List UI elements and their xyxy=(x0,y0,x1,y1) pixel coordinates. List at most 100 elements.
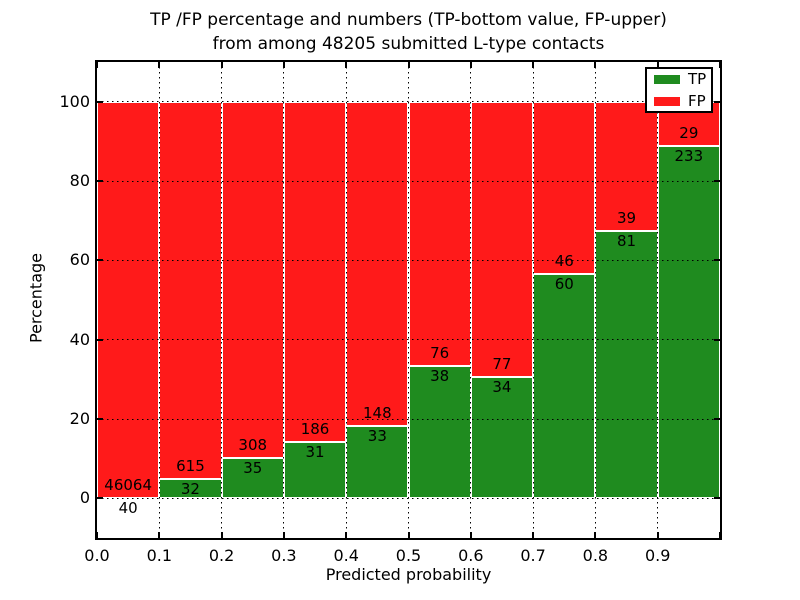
fp-count-label-1: 615 xyxy=(176,456,205,475)
x-tick-label-5: 0.5 xyxy=(395,546,422,565)
tp-swatch-icon xyxy=(654,74,680,84)
legend-label-tp: TP xyxy=(688,69,707,88)
y-tick-label-0: 0 xyxy=(79,488,90,508)
bar-tp-9 xyxy=(657,145,720,499)
x-tick-label-3: 0.3 xyxy=(271,546,297,565)
bar-fp-3 xyxy=(283,101,347,442)
x-tick-top-7 xyxy=(532,62,535,68)
x-tick-bottom-2 xyxy=(220,532,223,538)
legend: TP FP xyxy=(645,67,713,113)
x-tick-label-9: 0.9 xyxy=(644,546,671,565)
fp-count-label-7: 46 xyxy=(554,251,574,270)
y-axis-label: Percentage xyxy=(26,252,46,344)
bar-fp-0 xyxy=(97,101,160,498)
x-tick-top-8 xyxy=(594,62,597,68)
y-tick-right-1 xyxy=(714,418,720,420)
y-tick-left-2 xyxy=(97,338,103,341)
gridline-v-2 xyxy=(221,62,223,538)
legend-entry-fp: FP xyxy=(654,91,706,110)
bar-tp-2 xyxy=(221,457,284,499)
gridline-v-5 xyxy=(408,62,409,538)
y-tick-label-1: 20 xyxy=(69,409,90,428)
gridline-v-4 xyxy=(345,62,347,538)
gridline-v-3 xyxy=(283,62,285,538)
y-tick-label-3: 60 xyxy=(69,250,90,270)
x-tick-top-9 xyxy=(656,62,659,68)
y-tick-right-5 xyxy=(714,100,720,103)
bar-tp-7 xyxy=(533,273,596,499)
y-tick-left-0 xyxy=(97,497,103,500)
gridline-h-3 xyxy=(97,259,720,261)
plot-area: 0.0 0.1 0.2 0.3 0.4 0.5 0.6 0.7 0.8 0.9 0 20 40 60 80 1… xyxy=(59,60,722,565)
tp-count-label-5: 38 xyxy=(430,367,450,386)
tp-count-label-2: 35 xyxy=(243,458,263,477)
x-tick-label-7: 0.7 xyxy=(520,546,546,565)
x-tick-label-4: 0.4 xyxy=(333,546,359,565)
y-tick-label-4: 80 xyxy=(69,171,90,190)
x-tick-label-8: 0.8 xyxy=(582,546,609,565)
tp-count-label-9: 233 xyxy=(674,146,704,165)
bar-tp-8 xyxy=(595,230,658,499)
y-tick-label-2: 40 xyxy=(69,329,90,349)
fp-count-label-0: 46064 xyxy=(104,475,152,494)
y-tick-left-4 xyxy=(97,180,103,182)
tp-count-label-1: 32 xyxy=(180,479,200,498)
x-tick-bottom-9 xyxy=(656,532,659,538)
tp-count-label-8: 81 xyxy=(616,231,637,250)
x-tick-bottom-0 xyxy=(96,532,98,538)
fp-swatch-icon xyxy=(654,96,680,106)
legend-label-fp: FP xyxy=(688,91,706,110)
x-tick-bottom-1 xyxy=(158,532,161,538)
x-tick-bottom-7 xyxy=(532,532,535,538)
x-axis-label: Predicted probability xyxy=(325,565,492,584)
chart-title-line-1: TP /FP percentage and numbers (TP-bottom… xyxy=(150,10,667,30)
bar-tp-6 xyxy=(470,376,534,499)
bar-tp-3 xyxy=(283,441,347,499)
fp-count-label-4: 148 xyxy=(363,404,392,422)
bar-fp-1 xyxy=(159,101,222,479)
x-tick-label-2: 0.2 xyxy=(208,546,235,565)
tp-count-label-7: 60 xyxy=(554,274,574,293)
x-tick-label-1: 0.1 xyxy=(146,546,173,565)
bar-fp-4 xyxy=(346,101,409,426)
x-tick-top-5 xyxy=(407,62,410,68)
y-tick-right-2 xyxy=(714,338,720,341)
bar-fp-2 xyxy=(221,101,284,458)
y-tick-label-5: 100 xyxy=(59,91,90,111)
gridline-h-1 xyxy=(97,418,720,420)
fp-count-label-2: 308 xyxy=(238,435,268,454)
tp-count-label-4: 33 xyxy=(367,427,387,445)
bar-fp-5 xyxy=(408,101,471,367)
x-tick-bottom-6 xyxy=(469,532,472,538)
x-tick-top-10 xyxy=(719,62,721,68)
x-tick-top-2 xyxy=(220,62,223,68)
gridline-v-6 xyxy=(470,62,472,538)
fp-count-label-9: 29 xyxy=(679,123,699,142)
bar-tp-4 xyxy=(346,426,409,499)
bar-fp-7 xyxy=(533,101,596,274)
bar-tp-1 xyxy=(159,478,222,499)
gridline-v-8 xyxy=(594,62,596,538)
fp-count-label-8: 39 xyxy=(616,208,637,227)
fp-count-label-3: 186 xyxy=(300,419,330,438)
y-tick-left-5 xyxy=(97,100,103,103)
gridline-v-9 xyxy=(657,62,659,538)
x-tick-label-0: 0.0 xyxy=(84,546,110,565)
y-tick-right-0 xyxy=(714,497,720,500)
x-tick-top-6 xyxy=(469,62,472,68)
x-tick-bottom-8 xyxy=(594,532,597,538)
y-tick-right-4 xyxy=(714,180,720,182)
y-tick-left-3 xyxy=(97,259,103,262)
gridline-h-2 xyxy=(97,339,720,341)
x-tick-top-4 xyxy=(345,62,348,68)
x-tick-top-0 xyxy=(96,62,98,68)
gridline-v-1 xyxy=(158,62,160,538)
x-tick-bottom-4 xyxy=(345,532,348,538)
gridline-h-5 xyxy=(97,101,720,103)
gridline-h-4 xyxy=(97,180,720,182)
bar-fp-8 xyxy=(595,101,658,231)
x-tick-bottom-3 xyxy=(282,532,285,538)
x-tick-top-3 xyxy=(282,62,285,68)
y-tick-right-3 xyxy=(714,259,720,262)
x-tick-bottom-5 xyxy=(407,532,410,538)
